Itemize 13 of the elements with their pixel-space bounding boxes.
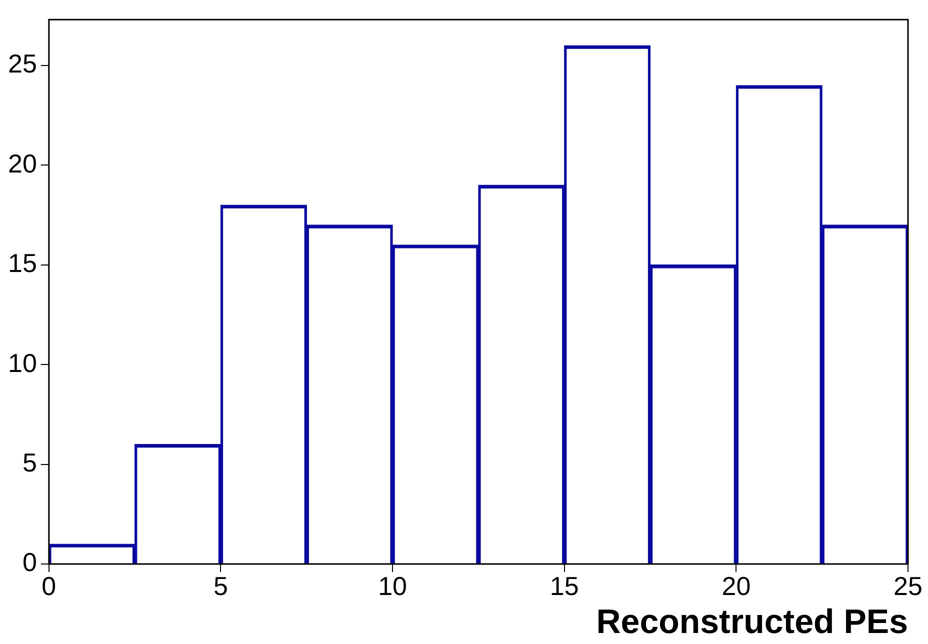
y-tick-label: 20 [8,148,37,178]
y-tick-label: 10 [8,348,37,378]
x-tick-label: 10 [378,570,408,601]
x-tick-label: 0 [42,570,56,601]
x-axis-title: Reconstructed PEs [596,602,908,641]
x-tick-label: 25 [894,570,922,601]
y-tick-label: 5 [22,447,37,478]
x-tick-label: 15 [550,570,579,601]
x-tick-label: 5 [214,570,228,601]
y-tick-label: 15 [8,248,37,278]
x-tick-label: 20 [722,570,751,601]
y-tick-label: 0 [22,547,37,578]
y-tick-label: 25 [8,48,37,79]
